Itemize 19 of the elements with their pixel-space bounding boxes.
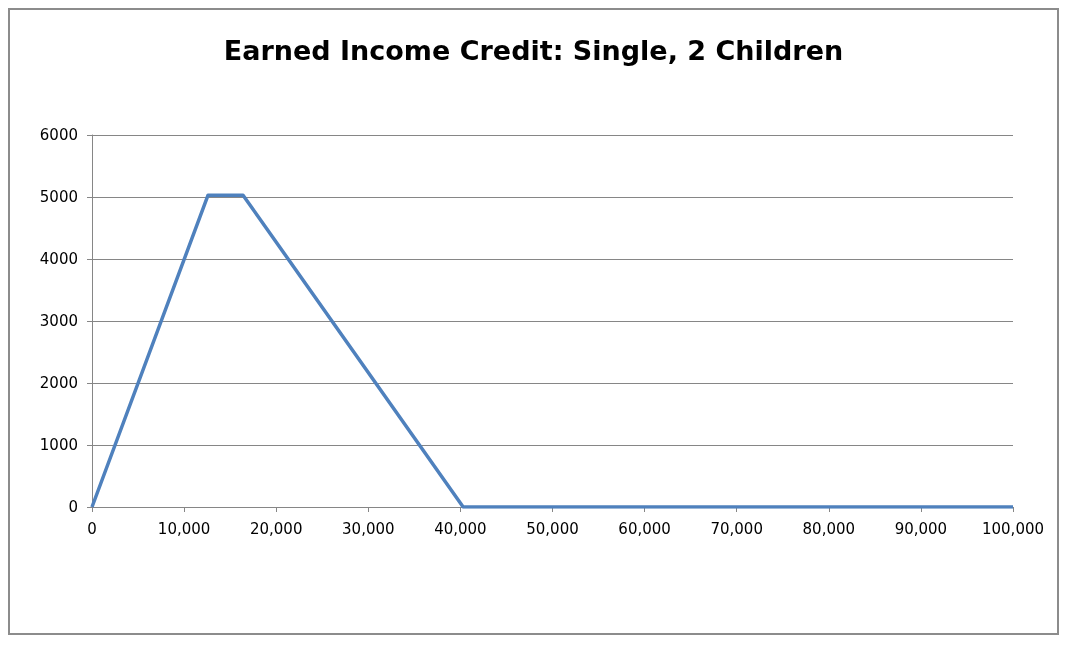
y-tick-label: 3000	[39, 312, 78, 330]
x-tick-label: 20,000	[249, 519, 303, 538]
chart-title: Earned Income Credit: Single, 2 Children	[223, 35, 844, 66]
x-tick-label: 0	[87, 519, 97, 538]
y-tick-label: 6000	[39, 126, 78, 144]
x-tick-label: 60,000	[618, 519, 671, 538]
x-tick-label: 30,000	[342, 519, 395, 538]
y-tick-label: 2000	[39, 374, 78, 392]
x-tick-label: 100,000	[981, 519, 1045, 538]
x-tick-label: 90,000	[894, 519, 948, 538]
y-tick-label: 4000	[39, 250, 78, 268]
y-tick-label: 5000	[39, 188, 78, 206]
x-tick-label: 80,000	[802, 519, 856, 538]
x-tick-label: 40,000	[434, 519, 487, 538]
y-tick-label: 0	[68, 498, 78, 516]
x-tick-label: 50,000	[526, 519, 579, 538]
x-tick-label: 10,000	[157, 519, 211, 538]
x-tick-label: 70,000	[710, 519, 763, 538]
y-tick-label: 1000	[39, 436, 78, 454]
